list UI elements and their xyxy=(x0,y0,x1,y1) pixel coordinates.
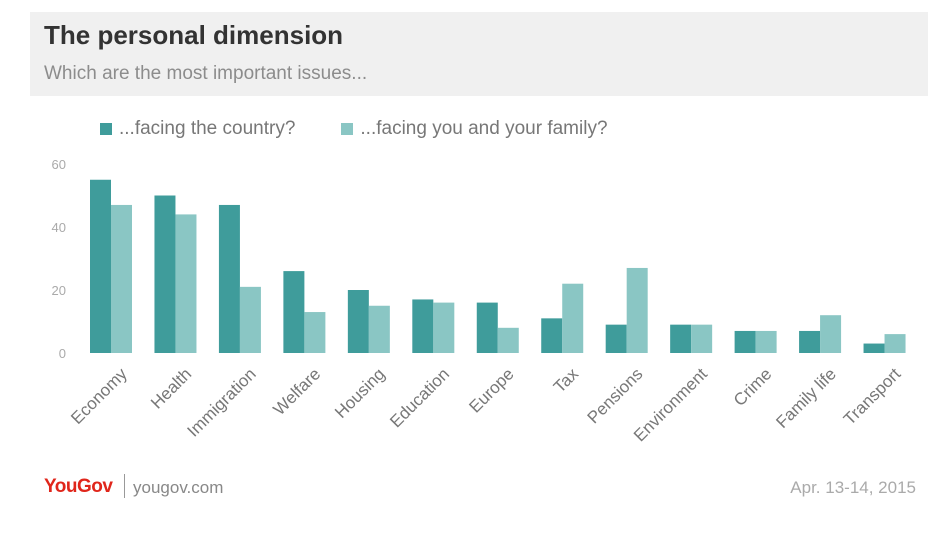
bar-country xyxy=(670,324,692,353)
bar-country xyxy=(347,290,369,353)
bar-country xyxy=(605,324,627,353)
footer-divider xyxy=(124,474,125,498)
bar-country xyxy=(412,299,434,353)
chart-header: The personal dimension Which are the mos… xyxy=(30,12,928,96)
y-tick-label: 0 xyxy=(59,346,66,361)
x-tick-label: Economy xyxy=(67,364,131,428)
x-tick-label: Welfare xyxy=(270,364,325,419)
y-tick-label: 40 xyxy=(52,220,66,235)
chart-title: The personal dimension xyxy=(44,20,344,50)
y-tick-label: 20 xyxy=(52,283,66,298)
bar-country xyxy=(476,302,498,353)
bar-family xyxy=(820,315,842,353)
bar-country xyxy=(283,271,305,353)
bar-country xyxy=(154,195,176,353)
bar-family xyxy=(497,327,519,353)
chart-subtitle: Which are the most important issues... xyxy=(44,63,368,84)
bar-country xyxy=(541,318,563,353)
bar-country xyxy=(863,343,885,353)
bar-country xyxy=(218,204,240,353)
bar-family xyxy=(433,302,455,353)
x-tick-label: Tax xyxy=(550,364,582,396)
legend-item-family: ...facing you and your family? xyxy=(341,118,608,140)
x-tick-label: Family life xyxy=(772,364,840,432)
bar-family xyxy=(175,214,197,353)
bar-family xyxy=(111,204,132,353)
x-tick-label: Transport xyxy=(840,364,905,429)
x-tick-label: Immigration xyxy=(184,364,260,440)
legend-swatch-country xyxy=(100,123,112,135)
legend-swatch-family xyxy=(341,123,354,135)
legend-label-country: ...facing the country? xyxy=(119,118,296,139)
footer-date: Apr. 13-14, 2015 xyxy=(790,478,916,497)
bar-family xyxy=(368,305,390,353)
bar-country xyxy=(734,330,756,353)
chart-legend: ...facing the country? ...facing you and… xyxy=(100,117,654,141)
bar-country xyxy=(90,179,111,353)
x-tick-label: Europe xyxy=(465,364,517,416)
x-tick-label: Pensions xyxy=(584,364,647,427)
x-tick-label: Crime xyxy=(730,364,775,409)
footer-site: yougov.com xyxy=(133,478,224,497)
bar-family xyxy=(755,330,777,353)
bar-family xyxy=(239,286,261,353)
bar-country xyxy=(799,330,821,353)
legend-label-family: ...facing you and your family? xyxy=(360,118,608,139)
bar-family xyxy=(691,324,713,353)
x-tick-label: Health xyxy=(147,364,195,412)
y-tick-label: 60 xyxy=(52,157,66,172)
bar-family xyxy=(562,283,584,353)
bar-family xyxy=(626,267,648,353)
bar-family xyxy=(304,312,326,353)
x-tick-label: Housing xyxy=(331,364,389,422)
legend-item-country: ...facing the country? xyxy=(100,118,295,140)
x-tick-label: Education xyxy=(386,364,453,431)
bar-family xyxy=(884,334,906,353)
yougov-logo: YouGov xyxy=(44,476,113,497)
